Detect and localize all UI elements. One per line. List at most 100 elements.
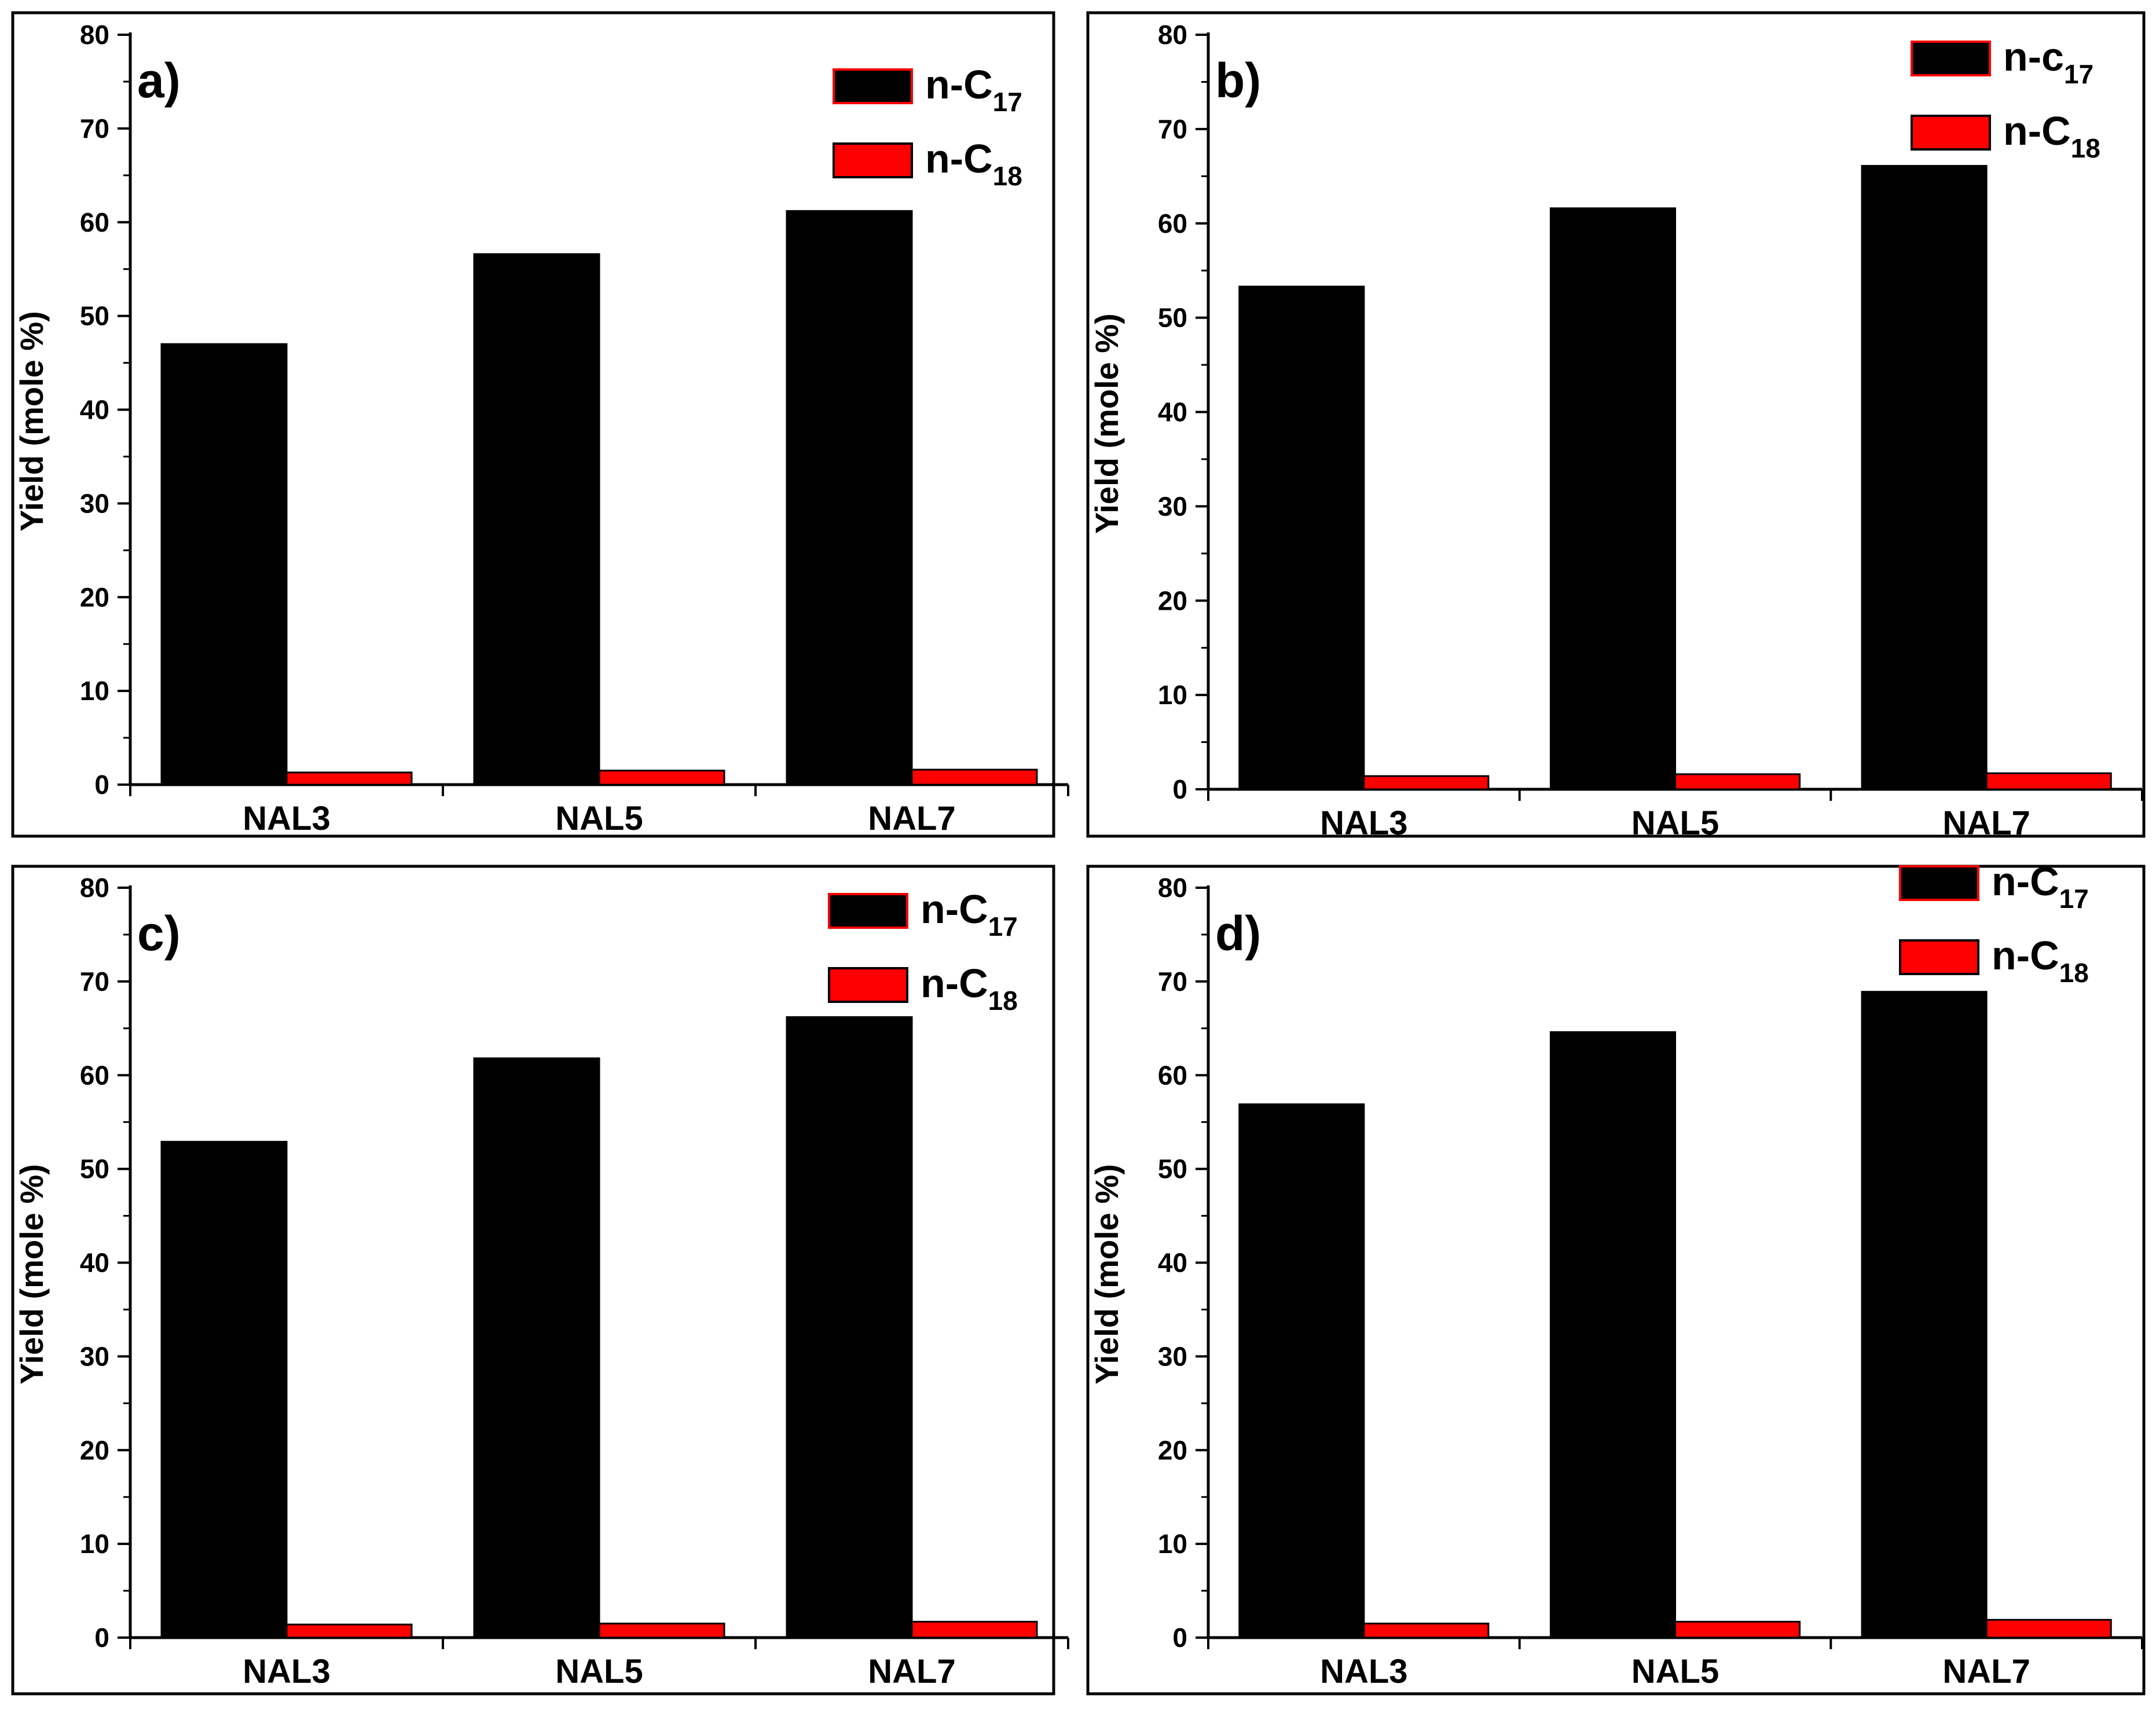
bar-n-C18-NAL3 xyxy=(285,771,413,786)
legend-swatch-n-C18 xyxy=(1911,115,1991,151)
bar-n-C18-NAL7 xyxy=(1985,772,2112,790)
y-tick-label: 40 xyxy=(80,395,109,425)
bar-n-C17-NAL7 xyxy=(786,210,913,786)
legend-label-n-C18: n-C18 xyxy=(2003,108,2100,163)
y-tick-label: 50 xyxy=(80,1154,109,1184)
bar-n-C17-NAL3 xyxy=(160,1141,288,1639)
legend-subscript: 17 xyxy=(993,87,1022,117)
bar-n-C18-NAL7 xyxy=(911,1620,1038,1639)
legend-label-n-C17: n-C17 xyxy=(921,887,1018,942)
bar-n-C17-NAL7 xyxy=(1861,991,1988,1639)
bar-n-C18-NAL7 xyxy=(1985,1619,2112,1639)
y-tick-label: 60 xyxy=(80,1060,109,1090)
panel-frame xyxy=(11,865,1055,1696)
panel-label: d) xyxy=(1215,906,1261,961)
bar-n-C18-NAL5 xyxy=(598,1623,725,1639)
legend-swatch-n-C17 xyxy=(828,893,908,929)
y-tick-label: 50 xyxy=(1158,303,1187,333)
y-tick-label: 70 xyxy=(80,113,109,144)
legend-label-n-C17: n-C17 xyxy=(925,62,1022,117)
bar-n-C17-NAL5 xyxy=(473,253,600,786)
legend-label-n-C17: n-C17 xyxy=(1992,859,2089,914)
category-label: NAL5 xyxy=(1631,1653,1719,1690)
panel-c: 0 10 20 30 40 50 60 70 80 Yield (mole %) NAL3 NAL5 N… xyxy=(11,865,1069,1696)
category-label: NAL7 xyxy=(868,1653,955,1690)
bar-n-C18-NAL3 xyxy=(1363,775,1490,790)
panel-frame xyxy=(1086,11,2146,838)
legend-swatch-n-C17 xyxy=(1899,865,1979,901)
legend-swatch-n-c17 xyxy=(1911,41,1991,76)
y-axis-label: Yield (mole %) xyxy=(1088,313,1125,534)
legend-swatch-n-C18 xyxy=(1899,939,1979,975)
panel-frame xyxy=(1086,865,2146,1696)
category-label: NAL3 xyxy=(1320,804,1407,842)
panel-a: 0 10 20 30 40 50 60 70 80 Yield (mole %) NAL3 NAL5 N… xyxy=(11,11,1069,838)
legend-label-n-c17: n-c17 xyxy=(2003,34,2093,89)
y-tick-label: 30 xyxy=(1158,491,1187,521)
y-tick-label: 0 xyxy=(1172,1623,1187,1653)
category-label: NAL3 xyxy=(243,800,330,837)
y-tick-label: 60 xyxy=(80,207,109,237)
legend-subscript: 17 xyxy=(2064,59,2093,89)
bar-n-C17-NAL7 xyxy=(786,1016,913,1639)
category-label: NAL3 xyxy=(243,1653,330,1690)
panel-frame xyxy=(11,11,1055,838)
y-axis-label: Yield (mole %) xyxy=(13,1164,50,1385)
bar-n-C17-NAL5 xyxy=(473,1057,600,1639)
bar-n-c17-NAL3 xyxy=(1238,285,1365,790)
legend-base: n-C xyxy=(2003,108,2071,153)
legend-subscript: 17 xyxy=(2059,884,2089,914)
legend-swatch-n-C18 xyxy=(828,967,908,1003)
y-tick-label: 40 xyxy=(80,1248,109,1278)
category-label: NAL7 xyxy=(868,800,955,837)
y-axis-label: Yield (mole %) xyxy=(1088,1164,1125,1385)
y-tick-label: 50 xyxy=(80,301,109,331)
bar-n-C18-NAL5 xyxy=(598,770,725,786)
bar-n-C18-NAL3 xyxy=(1363,1623,1490,1639)
y-tick-label: 70 xyxy=(1158,966,1187,997)
bar-n-C17-NAL3 xyxy=(160,343,288,786)
category-label: NAL5 xyxy=(555,1653,643,1690)
bar-n-C18-NAL5 xyxy=(1674,1620,1801,1639)
y-tick-label: 80 xyxy=(1158,873,1187,903)
legend-subscript: 18 xyxy=(2059,958,2089,988)
y-tick-label: 30 xyxy=(80,488,109,518)
legend-label-n-C18: n-C18 xyxy=(1992,933,2089,988)
category-label: NAL5 xyxy=(555,800,643,837)
y-tick-label: 70 xyxy=(1158,114,1187,144)
bar-n-C18-NAL3 xyxy=(285,1623,413,1639)
y-tick-label: 0 xyxy=(94,770,109,800)
bar-n-C18-NAL7 xyxy=(911,768,1038,786)
y-tick-label: 80 xyxy=(80,873,109,903)
legend-swatch-n-C18 xyxy=(833,142,913,178)
category-label: NAL7 xyxy=(1942,1653,2030,1690)
legend-base: n-C xyxy=(1992,859,2059,904)
bar-n-C18-NAL5 xyxy=(1674,773,1801,790)
y-tick-label: 80 xyxy=(1158,20,1187,50)
bar-n-c17-NAL5 xyxy=(1549,207,1677,790)
legend-base: n-C xyxy=(921,887,988,932)
bar-n-C17-NAL3 xyxy=(1238,1103,1365,1639)
y-tick-label: 30 xyxy=(80,1341,109,1371)
y-tick-label: 0 xyxy=(1172,774,1187,804)
y-tick-label: 10 xyxy=(80,676,109,706)
legend-base: n-c xyxy=(2003,34,2064,79)
y-tick-label: 70 xyxy=(80,966,109,997)
y-tick-label: 20 xyxy=(1158,585,1187,616)
y-tick-label: 20 xyxy=(1158,1435,1187,1465)
y-tick-label: 10 xyxy=(1158,680,1187,710)
y-tick-label: 60 xyxy=(1158,208,1187,239)
y-tick-label: 40 xyxy=(1158,397,1187,427)
legend-subscript: 18 xyxy=(2071,133,2100,163)
panel-label: a) xyxy=(137,53,181,108)
bar-n-C17-NAL5 xyxy=(1549,1031,1677,1639)
y-tick-label: 30 xyxy=(1158,1341,1187,1371)
y-tick-label: 80 xyxy=(80,20,109,50)
y-tick-label: 10 xyxy=(80,1529,109,1559)
panel-label: b) xyxy=(1215,53,1261,108)
panel-b: 0 10 20 30 40 50 60 70 80 Yield (mole %) NAL3 NAL5 N… xyxy=(1086,11,2146,842)
legend-base: n-C xyxy=(1992,933,2059,978)
y-axis-label: Yield (mole %) xyxy=(13,311,50,532)
